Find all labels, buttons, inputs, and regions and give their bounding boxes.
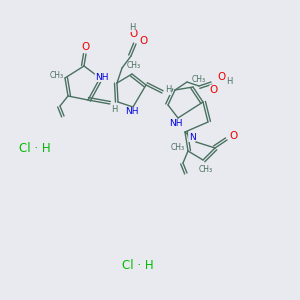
Text: H: H: [129, 22, 135, 32]
Text: N: N: [189, 133, 195, 142]
Text: CH₃: CH₃: [199, 164, 213, 173]
Text: O: O: [230, 131, 238, 141]
Text: O: O: [130, 29, 138, 39]
Text: O: O: [217, 72, 225, 82]
Text: NH: NH: [125, 107, 139, 116]
Text: CH₃: CH₃: [127, 61, 141, 70]
Text: NH: NH: [95, 73, 109, 82]
Text: CH₃: CH₃: [192, 74, 206, 83]
Text: Cl · H: Cl · H: [122, 259, 154, 272]
Text: H: H: [165, 85, 171, 94]
Text: H: H: [226, 77, 232, 86]
Text: O: O: [140, 36, 148, 46]
Text: CH₃: CH₃: [50, 71, 64, 80]
Text: NH: NH: [169, 119, 183, 128]
Text: Cl · H: Cl · H: [19, 142, 50, 155]
Text: O: O: [210, 85, 218, 95]
Text: CH₃: CH₃: [171, 143, 185, 152]
Text: H: H: [111, 104, 117, 113]
Text: O: O: [82, 42, 90, 52]
